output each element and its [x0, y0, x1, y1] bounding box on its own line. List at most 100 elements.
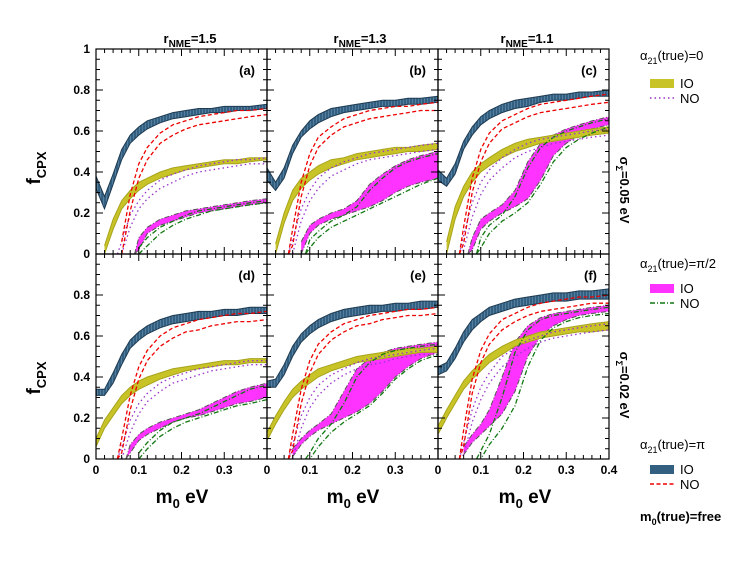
legend-alpha-0: α21(true)=0 IO NO — [640, 48, 703, 106]
panel-label: (a) — [239, 63, 255, 78]
series-alpha-pi-io-lower-edge — [438, 298, 609, 376]
legend-io-label-alpha-pi: IO — [680, 462, 694, 477]
panel-plot-area — [267, 300, 438, 459]
panel-f: 0 0.1 0.2 0.3 0.4 (f) — [435, 253, 618, 477]
y-tick-label: 0 — [83, 452, 90, 466]
series-alpha-pi2-io-upper-edge — [463, 304, 609, 447]
panel-plot-area — [267, 95, 438, 254]
x-tick-label: 0.3 — [387, 463, 404, 477]
row-label-lower: σΣ=0.02 eV — [614, 352, 632, 419]
series-alpha-0-io-upper-edge — [104, 157, 267, 246]
series-alpha-pi-io-upper-edge — [267, 95, 438, 184]
series-alpha-0-no-lower-edge — [288, 148, 438, 254]
series-alpha-pi-no-lower-edge — [116, 318, 267, 459]
legend-alpha-pi2: α21(true)=π/2 IO NO — [640, 256, 716, 311]
x-tick-label: 0.2 — [344, 463, 361, 477]
panel-label: (d) — [238, 268, 255, 283]
column-header-3: rNME=1.1 — [501, 31, 554, 50]
y-tick-label: 0 — [83, 247, 90, 261]
series-alpha-0-no-upper-edge — [458, 128, 609, 254]
series-alpha-0-no-upper-edge — [287, 347, 438, 459]
y-tick-label: 0.8 — [73, 288, 90, 302]
series-alpha-0-io-upper-edge — [438, 321, 609, 427]
series-alpha-pi2-io-lower-edge — [463, 310, 609, 456]
series-alpha-pi2-io-upper-edge — [467, 116, 609, 254]
series-alpha-pi-no-lower-edge — [458, 302, 609, 459]
panel-c: (c) — [437, 48, 610, 255]
series-alpha-pi2-io-band — [292, 342, 438, 457]
panel-e: 0 0.1 0.2 0.3 (e) — [264, 253, 439, 477]
series-alpha-0-io-lower-edge — [104, 159, 267, 254]
x-axis-label-middle: m0 eV — [327, 487, 380, 511]
panel-b: (b) — [266, 48, 439, 255]
series-alpha-0-no-lower-edge — [458, 134, 609, 254]
x-tick-label: 0 — [264, 463, 271, 477]
series-alpha-pi-io-lower-edge — [267, 101, 438, 192]
series-alpha-pi-no-upper-edge — [458, 93, 609, 254]
series-alpha-0-io-lower-edge — [275, 148, 438, 254]
y-tick-label: 1 — [83, 42, 90, 56]
series-alpha-pi-no-lower-edge — [287, 109, 438, 254]
series-alpha-0-no-upper-edge — [287, 142, 438, 254]
series-alpha-pi-io-upper-edge — [267, 300, 438, 382]
series-alpha-0-no-lower-edge — [117, 163, 267, 254]
series-alpha-pi-io-lower-edge — [96, 313, 267, 396]
series-alpha-pi2-no-upper-edge — [475, 306, 609, 459]
x-tick-label: 0.2 — [515, 463, 532, 477]
series-alpha-pi-io-upper-edge — [96, 103, 267, 198]
legend-swatch-io-alpha-0 — [650, 79, 674, 88]
panel-plot-area — [438, 288, 609, 459]
series-alpha-pi2-no-upper-edge — [138, 200, 267, 249]
y-tick-label: 0.4 — [73, 165, 90, 179]
y-axis-label-lower: fCPX — [24, 361, 49, 394]
x-axis-label: m0 eV — [156, 487, 209, 511]
series-alpha-pi2-no-lower-edge — [476, 312, 609, 459]
column-header-2: rNME=1.3 — [334, 31, 387, 50]
series-alpha-0-io-band — [104, 157, 267, 254]
legend-title-alpha-0: α21(true)=0 — [640, 48, 703, 66]
panel-plot-area — [96, 103, 267, 254]
series-alpha-0-io-lower-edge — [438, 329, 609, 435]
legend-io-label-alpha-0: IO — [680, 76, 694, 91]
series-alpha-pi-no-upper-edge — [287, 101, 438, 254]
series-alpha-pi2-no-lower-edge — [475, 126, 609, 254]
series-alpha-pi-io-band — [267, 301, 438, 388]
series-alpha-pi-no-lower-edge — [287, 312, 438, 459]
series-alpha-pi-io-upper-edge — [438, 288, 609, 368]
panel-a: 0 0.2 0.4 0.6 0.8 1 (a) — [73, 42, 268, 261]
series-alpha-0-no-lower-edge — [458, 329, 609, 459]
panel-d: 0 0.2 0.4 0.6 0.8 0 0.1 0.2 0.3 (d) — [73, 253, 268, 477]
series-alpha-pi2-no-upper-edge — [304, 152, 438, 254]
legend-no-label-alpha-pi2: NO — [680, 296, 700, 311]
y-axis-label: fCPX — [24, 151, 49, 184]
series-alpha-pi2-io-band — [134, 198, 267, 254]
series-alpha-pi-io-band — [96, 307, 267, 396]
y-tick-label: 0.8 — [73, 83, 90, 97]
x-tick-label: 0 — [93, 463, 100, 477]
y-tick-label: 0.4 — [73, 370, 90, 384]
series-alpha-pi-io-upper-edge — [96, 306, 267, 390]
series-alpha-0-io-lower-edge — [96, 362, 267, 447]
series-alpha-pi2-io-lower-edge — [292, 351, 438, 458]
y-tick-label: 0.2 — [73, 206, 90, 220]
panel-label: (b) — [409, 63, 426, 78]
footnote-m0-true: m0(true)=free — [640, 509, 721, 527]
panel-plot-area — [96, 306, 267, 459]
x-tick-label: 0.3 — [558, 463, 575, 477]
y-tick-label: 0.6 — [73, 329, 90, 343]
series-alpha-pi2-no-lower-edge — [304, 177, 438, 254]
legend-title-alpha-pi2: α21(true)=π/2 — [640, 256, 716, 274]
series-alpha-pi2-no-upper-edge — [138, 384, 267, 454]
series-alpha-0-io-band — [275, 143, 438, 254]
x-tick-label: 0.1 — [472, 463, 489, 477]
panel-frame — [437, 48, 610, 255]
column-header-1: rNME=1.5 — [164, 31, 217, 50]
series-alpha-0-io-lower-edge — [267, 351, 438, 441]
legend-alpha-pi: α21(true)=π IO NO — [640, 437, 705, 492]
series-alpha-0-no-lower-edge — [288, 353, 438, 459]
series-alpha-pi2-no-lower-edge — [138, 398, 267, 459]
x-axis-label-right: m0 eV — [499, 487, 552, 511]
x-tick-label: 0.1 — [130, 463, 147, 477]
series-alpha-0-no-upper-edge — [458, 323, 609, 459]
